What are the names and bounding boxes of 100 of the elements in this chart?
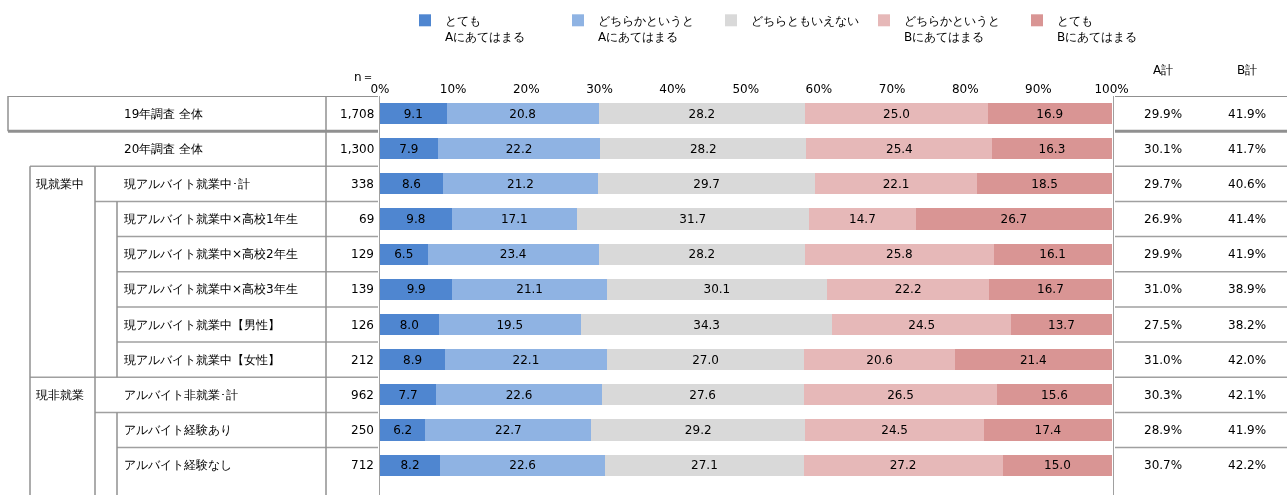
bar [380, 419, 426, 441]
bar [1002, 454, 1113, 476]
data-label: 25.0 [883, 106, 910, 121]
data-label: 27.2 [889, 458, 917, 473]
x-tick-label: 20% [512, 81, 540, 96]
text: 30.1% [1144, 142, 1183, 156]
data-label: 22.2 [505, 141, 533, 156]
data-label: 26.7 [1000, 212, 1028, 227]
bar [445, 349, 607, 371]
text: 30.7% [1144, 458, 1183, 472]
data-label: 8.0 [399, 317, 419, 332]
data-label: 27.0 [692, 352, 719, 367]
bar [581, 313, 833, 336]
data-label: 22.6 [509, 458, 537, 473]
text: 42.1% [1228, 388, 1267, 402]
bar [976, 173, 1113, 195]
bar [439, 454, 606, 476]
text: 38.2% [1228, 318, 1267, 332]
bar [598, 103, 806, 125]
data-label: 28.2 [688, 106, 716, 121]
bar [446, 103, 599, 125]
bar [380, 103, 447, 125]
bar [916, 208, 1112, 230]
data-label: 6.2 [393, 422, 413, 437]
text: 139 [351, 282, 374, 296]
y-tick-label: アルバイト非就業･計 [124, 388, 238, 402]
data-label: 30.1 [703, 282, 731, 297]
bar [436, 384, 602, 406]
text: 1,708 [340, 107, 375, 121]
y-tick-label: 現アルバイト就業中×高校1年生 [124, 212, 298, 226]
data-label: 34.3 [693, 317, 720, 332]
legend-label: とても Aにあてはまる [445, 13, 526, 44]
text: 42.0% [1228, 353, 1267, 367]
text: n＝ [354, 70, 374, 84]
bar [808, 208, 917, 230]
text: 26.9% [1144, 212, 1183, 226]
x-tick-label: 0% [370, 81, 390, 96]
data-label: 7.9 [399, 141, 419, 156]
text: 712 [351, 458, 374, 472]
bar [380, 278, 453, 300]
data-label: 22.6 [505, 387, 533, 402]
bar [598, 243, 806, 265]
text: 29.9% [1144, 247, 1183, 261]
x-tick-label: 70% [878, 81, 906, 96]
text: 1,300 [340, 142, 375, 156]
data-label: 17.1 [500, 212, 528, 227]
text: 41.7% [1228, 142, 1267, 156]
data-label: 15.6 [1041, 387, 1068, 402]
text: A計 [1153, 63, 1174, 77]
y-tick-label: 現アルバイト就業中【女性】 [124, 353, 280, 367]
data-label: 16.7 [1037, 282, 1064, 297]
data-label: 28.2 [688, 247, 716, 262]
text: 338 [351, 177, 374, 191]
data-label: 16.3 [1038, 141, 1066, 156]
data-label: 22.1 [882, 176, 910, 191]
data-label: 29.2 [684, 422, 712, 437]
y-tick-label: 現アルバイト就業中【男性】 [124, 318, 280, 332]
bar [805, 243, 994, 265]
text: 29.7% [1144, 177, 1183, 191]
bar [826, 278, 990, 300]
bar [804, 349, 955, 371]
text: 30.3% [1144, 388, 1183, 402]
text: 29.9% [1144, 107, 1183, 121]
data-label: 21.4 [1019, 352, 1047, 367]
x-tick-label: 60% [805, 81, 833, 96]
bar [997, 384, 1112, 406]
text: 現就業中 [36, 177, 84, 191]
data-label: 27.6 [689, 387, 716, 402]
data-label: 31.7 [679, 212, 707, 227]
data-label: 13.7 [1048, 317, 1075, 332]
bar [992, 138, 1112, 160]
data-label: 8.9 [403, 352, 423, 367]
data-label: 28.2 [689, 141, 717, 156]
bar [380, 313, 439, 336]
bar [598, 173, 816, 195]
data-label: 20.8 [509, 106, 537, 121]
bar [815, 173, 977, 195]
data-label: 6.5 [394, 247, 414, 262]
data-label: 24.5 [881, 422, 908, 437]
text: 962 [351, 388, 374, 402]
y-tick-label: アルバイト経験なし [124, 458, 232, 472]
text: 31.0% [1144, 353, 1183, 367]
bar [380, 384, 437, 406]
data-label: 20.6 [866, 352, 893, 367]
bar [600, 138, 807, 160]
bar [805, 103, 988, 125]
data-label: 19.5 [496, 317, 524, 332]
data-label: 15.0 [1044, 458, 1071, 473]
bar [591, 419, 806, 441]
bar [380, 208, 452, 230]
legend-label: どちらかというと Aにあてはまる [598, 13, 694, 44]
y-tick-label: 現アルバイト就業中×高校2年生 [124, 247, 298, 261]
data-label: 7.7 [398, 387, 418, 402]
x-tick-label: 90% [1025, 81, 1052, 96]
x-tick-label: 30% [586, 81, 613, 96]
data-label: 9.9 [406, 282, 426, 297]
data-label: 29.7 [693, 176, 720, 191]
text: 41.9% [1228, 107, 1267, 121]
text: 250 [351, 423, 374, 437]
bar [993, 243, 1112, 265]
